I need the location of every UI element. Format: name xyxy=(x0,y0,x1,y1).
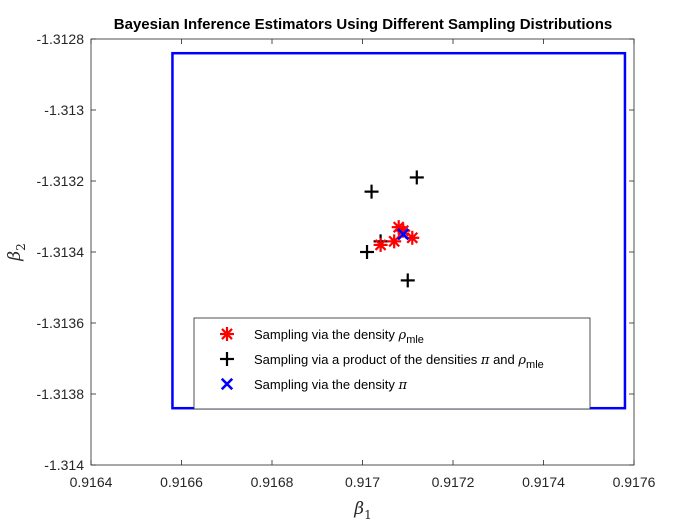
legend: Sampling via the density ρmle Sampling vi… xyxy=(193,317,591,410)
x-tick-label: 0.9168 xyxy=(251,474,294,490)
x-axis-label: β1 xyxy=(353,499,371,522)
data-point-plus xyxy=(400,273,415,288)
x-tick-label: 0.9166 xyxy=(160,474,203,490)
x-tick-label: 0.9164 xyxy=(70,474,113,490)
x-tick-label: 0.9174 xyxy=(522,474,565,490)
y-tick-label: -1.3128 xyxy=(37,31,85,47)
y-tick-label: -1.313 xyxy=(44,102,84,118)
y-tick-label: -1.3136 xyxy=(37,315,85,331)
y-tick-label: -1.314 xyxy=(44,457,84,473)
y-tick-label: -1.3132 xyxy=(37,173,85,189)
data-point-plus xyxy=(364,184,379,199)
data-point-plus xyxy=(360,245,375,259)
legend-marker-asterisk xyxy=(220,327,234,341)
ticks-layer: 0.9164 0.9166 0.9168 0.917 0.9172 0.9174 0.917… xyxy=(37,31,656,490)
points-layer xyxy=(360,170,424,288)
data-point-asterisk xyxy=(387,234,402,249)
x-tick-label: 0.9172 xyxy=(432,474,475,490)
legend-entry: Sampling via the density ρmle xyxy=(254,327,424,346)
chart-title: Bayesian Inference Estimators Using Diff… xyxy=(114,16,612,33)
data-point-x xyxy=(397,228,410,241)
legend-entry: Sampling via the density π xyxy=(254,377,408,393)
legend-marker-plus xyxy=(220,352,234,366)
legend-box xyxy=(193,317,591,410)
y-axis-label: β2 xyxy=(5,243,28,261)
y-tick-label: -1.3134 xyxy=(37,244,85,260)
x-tick-label: 0.9176 xyxy=(613,474,656,490)
x-tick-label: 0.917 xyxy=(345,474,380,490)
y-tick-label: -1.3138 xyxy=(37,386,85,402)
legend-entry: Sampling via a product of the densities … xyxy=(254,352,544,371)
data-point-asterisk xyxy=(373,237,388,252)
data-point-plus xyxy=(409,170,424,185)
legend-marker-x xyxy=(220,377,234,391)
